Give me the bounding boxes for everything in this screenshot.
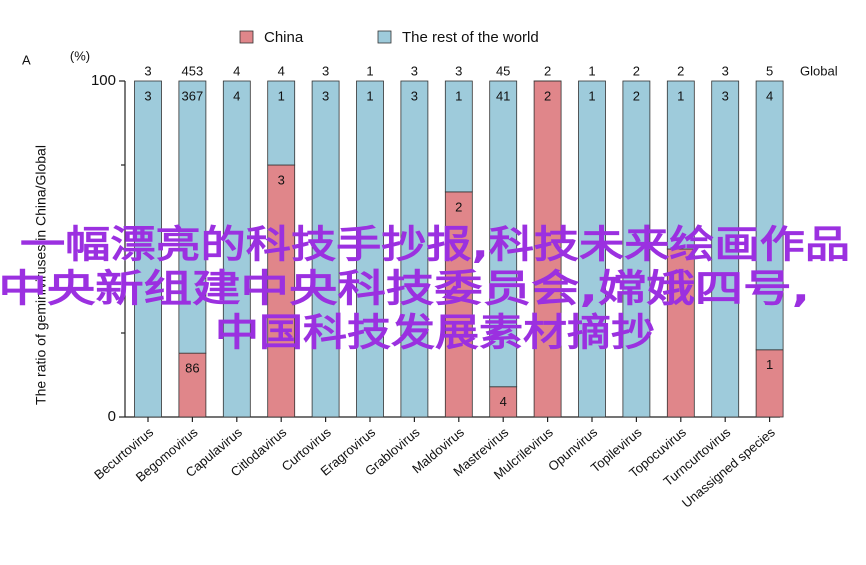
global-count: 3 bbox=[455, 63, 462, 78]
segment-label: 2 bbox=[544, 88, 551, 103]
global-label: Global bbox=[800, 63, 838, 78]
global-count: 1 bbox=[366, 63, 373, 78]
bar-segment bbox=[267, 80, 296, 166]
global-count: 1 bbox=[588, 63, 595, 78]
bar-segment bbox=[222, 80, 251, 418]
global-count: 2 bbox=[677, 63, 684, 78]
segment-label: 4 bbox=[766, 88, 773, 103]
segment-label: 1 bbox=[677, 88, 684, 103]
y-unit: (%) bbox=[70, 48, 90, 63]
bar-segment bbox=[666, 248, 695, 418]
legend-label: China bbox=[264, 29, 304, 46]
segment-label: 2 bbox=[633, 88, 640, 103]
bar-segment bbox=[444, 80, 473, 193]
global-count: 3 bbox=[144, 63, 151, 78]
y-tick-label: 0 bbox=[108, 408, 116, 425]
bar-segment bbox=[311, 80, 340, 418]
global-count: 2 bbox=[544, 63, 551, 78]
segment-label: 86 bbox=[185, 361, 199, 376]
segment-label: 4 bbox=[500, 394, 507, 409]
segment-label: 1 bbox=[588, 88, 595, 103]
global-count: 3 bbox=[322, 63, 329, 78]
panel-label: A bbox=[22, 52, 31, 67]
legend-label: The rest of the world bbox=[402, 29, 539, 46]
segment-label: 41 bbox=[496, 88, 510, 103]
global-count: 2 bbox=[633, 63, 640, 78]
global-count: 4 bbox=[233, 63, 240, 78]
segment-label: 1 bbox=[455, 88, 462, 103]
y-axis-label: The ratio of geminiviruses in China/Glob… bbox=[33, 145, 49, 405]
bar-segment bbox=[666, 80, 695, 250]
bar-segment bbox=[755, 80, 784, 351]
bar-segment bbox=[134, 80, 162, 418]
global-count: 5 bbox=[766, 63, 773, 78]
segment-label: 1 bbox=[766, 357, 773, 372]
y-tick-label: 100 bbox=[91, 72, 116, 89]
overlay-text: 一幅漂亮的科技手抄报,科技未来绘画作品 bbox=[20, 223, 850, 267]
overlay-text: 中国科技发展素材摘抄 bbox=[215, 311, 655, 355]
segment-label: 1 bbox=[278, 88, 285, 103]
overlay-text: ,中央新组建中央科技委员会,嫦娥四号, bbox=[0, 267, 810, 311]
global-count: 4 bbox=[278, 63, 285, 78]
segment-label: 3 bbox=[722, 88, 729, 103]
segment-label: 367 bbox=[182, 88, 204, 103]
bar-segment bbox=[489, 80, 518, 388]
global-count: 45 bbox=[496, 63, 510, 78]
global-count: 453 bbox=[182, 63, 204, 78]
legend-swatch bbox=[377, 30, 392, 44]
bar-segment bbox=[356, 80, 384, 418]
segment-label: 3 bbox=[411, 88, 418, 103]
segment-label: 4 bbox=[233, 88, 240, 103]
segment-label: 3 bbox=[278, 172, 285, 187]
global-count: 3 bbox=[722, 63, 729, 78]
segment-label: 2 bbox=[455, 199, 462, 214]
segment-label: 3 bbox=[322, 88, 329, 103]
segment-label: 1 bbox=[366, 88, 373, 103]
legend-swatch bbox=[239, 30, 254, 44]
bar-segment bbox=[711, 80, 740, 418]
bar-segment bbox=[178, 80, 207, 354]
segment-label: 3 bbox=[144, 88, 151, 103]
bar-segment bbox=[400, 80, 429, 418]
global-count: 3 bbox=[411, 63, 418, 78]
